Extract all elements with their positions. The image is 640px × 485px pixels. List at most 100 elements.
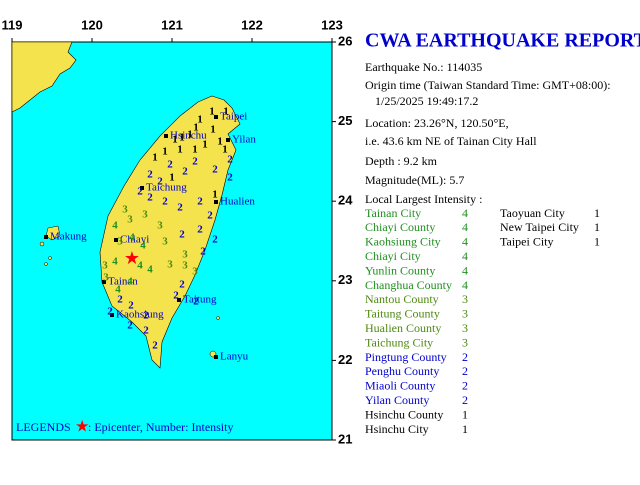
- station-intensity: 2: [152, 340, 158, 352]
- station-intensity: 3: [142, 209, 148, 221]
- place-marker: [177, 298, 181, 302]
- area-name: Taoyuan City: [500, 206, 565, 220]
- station-intensity: 1: [177, 144, 183, 156]
- area-name: Taichung City: [365, 335, 433, 349]
- station-intensity: 3: [182, 249, 188, 261]
- place-label: Taitung: [183, 294, 217, 306]
- station-intensity: 1: [197, 114, 203, 126]
- intensity-title: Local Largest Intensity :: [365, 192, 482, 206]
- station-intensity: 2: [128, 300, 134, 312]
- legend-text: : Epicenter, Number: Intensity: [88, 420, 233, 434]
- area-intensity: 2: [462, 364, 468, 378]
- lon-label: 122: [241, 17, 263, 32]
- location: Location: 23.26°N, 120.50°E,: [365, 116, 509, 130]
- area-name: Kaohsiung City: [365, 235, 441, 249]
- area-name: Chiayi County: [365, 220, 435, 234]
- origin-date: 1/25/2025 19:49:17.2: [375, 94, 478, 108]
- place-marker: [226, 138, 230, 142]
- lon-label: 123: [321, 17, 343, 32]
- station-intensity: 1: [179, 132, 185, 144]
- islet: [44, 262, 48, 266]
- area-name: Chiayi City: [365, 249, 421, 263]
- area-name: Changhua County: [365, 278, 452, 292]
- station-intensity: 3: [182, 260, 188, 272]
- place-label: Chiayi: [120, 234, 149, 246]
- station-intensity: 4: [127, 276, 133, 288]
- station-intensity: 2: [197, 196, 203, 208]
- station-intensity: 4: [115, 284, 121, 296]
- islands: [39, 225, 220, 358]
- station-intensity: 2: [227, 154, 233, 166]
- station-intensity: 2: [177, 202, 183, 214]
- station-intensity: 1: [212, 189, 218, 201]
- islet: [39, 241, 45, 247]
- station-intensity: 2: [167, 159, 173, 171]
- lat-label: 23: [338, 272, 352, 287]
- station-intensity: 2: [207, 210, 213, 222]
- area-intensity: 3: [462, 321, 468, 335]
- place-marker: [214, 115, 218, 119]
- station-intensity: 4: [140, 240, 146, 252]
- place-marker: [44, 235, 48, 239]
- station-intensity: 2: [193, 296, 199, 308]
- place-marker: [164, 134, 168, 138]
- place-marker: [214, 355, 218, 359]
- area-intensity: 4: [462, 206, 468, 220]
- station-intensity: 2: [107, 306, 113, 318]
- lat-label: 21: [338, 431, 352, 446]
- place-marker: [102, 280, 106, 284]
- area-intensity: 4: [462, 235, 468, 249]
- station-intensity: 3: [103, 272, 109, 284]
- place-marker: [214, 200, 218, 204]
- taiwan-island: [99, 95, 241, 369]
- station-intensity: 2: [143, 310, 149, 322]
- penghu: [45, 225, 61, 241]
- area-name: Taitung County: [365, 307, 440, 321]
- area-name: Taipei City: [500, 235, 553, 249]
- legend-label: LEGENDS: [16, 420, 71, 434]
- place-label: Hsinchu: [170, 130, 207, 142]
- earthquake-number: Earthquake No.: 114035: [365, 60, 482, 74]
- area-intensity: 1: [594, 235, 600, 249]
- area-intensity: 4: [462, 263, 468, 277]
- place-label: Makung: [50, 231, 87, 243]
- station-intensity: 4: [112, 220, 118, 232]
- place-label: Hualien: [220, 196, 255, 208]
- station-intensity: 1: [172, 134, 178, 146]
- station-intensity: 2: [143, 325, 149, 337]
- area-name: New Taipei City: [500, 220, 579, 234]
- station-intensity: 2: [182, 166, 188, 178]
- station-intensity: 1: [222, 144, 228, 156]
- area-intensity: 3: [462, 307, 468, 321]
- area-name: Nantou County: [365, 292, 439, 306]
- station-intensity: 2: [192, 156, 198, 168]
- area-intensity: 1: [594, 220, 600, 234]
- place-label: Yilan: [232, 134, 256, 146]
- place-label: Lanyu: [220, 351, 249, 363]
- station-intensity: 3: [127, 214, 133, 226]
- area-name: Hualien County: [365, 321, 441, 335]
- area-intensity: 2: [462, 393, 468, 407]
- lon-label: 120: [81, 17, 103, 32]
- distance: i.e. 43.6 km NE of Tainan City Hall: [365, 134, 537, 148]
- station-intensity: 1: [192, 144, 198, 156]
- station-intensity: 3: [162, 236, 168, 248]
- station-intensity: 2: [117, 294, 123, 306]
- area-intensity: 1: [462, 422, 468, 436]
- place-marker: [110, 313, 114, 317]
- area-intensity: 4: [462, 220, 468, 234]
- area-name: Miaoli County: [365, 379, 435, 393]
- green-island: [216, 316, 220, 320]
- station-intensity: 1: [169, 172, 175, 184]
- station-intensity: 3: [122, 204, 128, 216]
- lat-label: 25: [338, 113, 352, 128]
- station-intensity: 2: [179, 229, 185, 241]
- lon-label: 119: [2, 17, 23, 32]
- station-intensity: 1: [223, 106, 229, 118]
- title: CWA EARTHQUAKE REPORT: [365, 30, 640, 52]
- islet: [48, 256, 52, 260]
- epicenter: ★: [124, 248, 140, 268]
- station-intensity: 2: [127, 320, 133, 332]
- area-intensity: 4: [462, 278, 468, 292]
- station-intensity: 2: [212, 164, 218, 176]
